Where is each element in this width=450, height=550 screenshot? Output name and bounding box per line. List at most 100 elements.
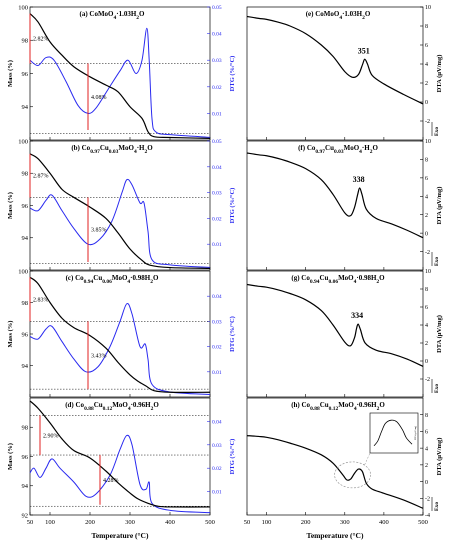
panel-frame xyxy=(29,140,211,271)
panel-title: (e) CoMoO4·1.03H2O xyxy=(306,10,371,21)
title-fragment: 4 xyxy=(127,279,130,285)
mass-loss-label: 2.82% xyxy=(33,37,49,43)
panel-title: (d) Co0.88Cu0.12MoO4·0.96H2O xyxy=(65,401,159,412)
title-fragment: MoO xyxy=(344,144,360,152)
panel-frame xyxy=(246,140,424,271)
dta-tick-label: 2 xyxy=(425,463,428,469)
x-tick-label: 200 xyxy=(301,519,311,526)
title-fragment: ·1.03H xyxy=(342,10,363,18)
title-fragment: (f) Co xyxy=(298,144,316,152)
peak-label: 334 xyxy=(351,311,363,320)
mass-curve xyxy=(29,400,211,508)
title-fragment: (a) CoMoO xyxy=(79,10,114,18)
title-fragment: (g) Co xyxy=(291,274,310,282)
exo-label: Exo xyxy=(434,127,440,136)
title-fragment: MoO xyxy=(338,401,354,409)
x-tick-label: 400 xyxy=(379,519,389,526)
title-fragment: 2 xyxy=(362,15,365,21)
dtg-tick-label: 0.01 xyxy=(212,111,222,117)
mass-loss-label: 3.85% xyxy=(91,228,107,234)
mass-axis-label: Mass (%) xyxy=(7,192,14,219)
title-fragment: 0.94 xyxy=(310,279,320,285)
panel-title: (g) Co0.94Cu0.06MoO4·0.98H2O xyxy=(291,274,385,285)
dta-tick-label: 8 xyxy=(425,24,428,30)
dtg-tick-label: 0.03 xyxy=(212,319,222,325)
x-tick-label: 500 xyxy=(205,519,215,526)
title-fragment: O xyxy=(379,401,385,409)
dta-tick-label: 4 xyxy=(425,194,428,200)
title-fragment: MoO xyxy=(338,274,354,282)
dtg-tick-label: 0.01 xyxy=(212,490,222,496)
dta-tick-label: 4 xyxy=(425,62,428,68)
dta-tick-label: 0 xyxy=(425,100,428,106)
mass-loss-label: 2.90% xyxy=(43,433,59,439)
title-fragment: 2 xyxy=(377,406,380,412)
title-fragment: (d) Co xyxy=(65,401,84,409)
dtg-tick-label: 0.02 xyxy=(212,216,222,222)
inset-frame xyxy=(369,412,419,454)
title-fragment: ·0.98H xyxy=(130,274,151,282)
zoom-connector xyxy=(364,452,371,465)
dta-tick-label: 2 xyxy=(425,81,428,87)
title-fragment: MoO xyxy=(112,401,128,409)
x-tick-label: 300 xyxy=(125,519,135,526)
dtg-tick-label: 0.05 xyxy=(212,139,222,145)
title-fragment: (e) CoMoO xyxy=(306,10,340,18)
title-fragment: O xyxy=(372,144,378,152)
dtg-tick-label: 0.01 xyxy=(212,242,222,248)
mass-tick-label: 94 xyxy=(22,363,29,370)
dta-tick-label: -4 xyxy=(425,513,430,519)
mass-tick-label: 96 xyxy=(22,331,29,338)
mass-tick-label: 94 xyxy=(22,483,29,490)
dta-tick-label: 2 xyxy=(425,341,428,347)
peak-label: 351 xyxy=(358,46,370,55)
exo-label: Exo xyxy=(434,384,440,393)
mass-tick-label: 96 xyxy=(22,454,29,461)
title-fragment: 0.12 xyxy=(103,406,113,412)
title-fragment: 0.06 xyxy=(328,279,338,285)
dta-curve xyxy=(246,283,424,367)
mass-tick-label: 92 xyxy=(22,512,29,519)
panel-title: (b) Co0.97Cu0.03MoO4·H2O xyxy=(71,144,153,155)
dtg-curve xyxy=(29,434,211,514)
mass-axis-label: Mass (%) xyxy=(7,321,14,348)
title-fragment: 2 xyxy=(376,279,379,285)
dta-tick-label: -2 xyxy=(425,119,430,125)
mass-curve xyxy=(29,13,211,139)
dtg-tick-label: 0.01 xyxy=(212,370,222,376)
dtg-tick-label: 0.02 xyxy=(212,345,222,351)
dta-tick-label: 6 xyxy=(425,43,428,49)
panel-frame xyxy=(246,397,424,516)
dta-tick-label: -2 xyxy=(425,377,430,383)
title-fragment: (b) Co xyxy=(71,144,90,152)
mass-tick-label: 100 xyxy=(18,4,28,11)
title-fragment: ·H xyxy=(362,144,370,152)
peak-label: 338 xyxy=(353,175,365,184)
title-fragment: 4 xyxy=(128,406,131,412)
mass-loss-label: 3.43% xyxy=(91,353,107,359)
title-fragment: 4 xyxy=(354,406,357,412)
panel-frame xyxy=(246,270,424,398)
dta-tick-label: -2 xyxy=(425,496,430,502)
dta-tick-label: 8 xyxy=(425,158,428,164)
mass-tick-label: 98 xyxy=(22,425,29,432)
mass-loss-label: 4.28% xyxy=(103,478,119,484)
dtg-tick-label: 0.02 xyxy=(212,466,222,472)
x-tick-label: 300 xyxy=(340,519,350,526)
title-fragment: O xyxy=(153,274,159,282)
dtg-tick-label: 0.04 xyxy=(212,419,222,425)
title-fragment: ·1.03H xyxy=(116,10,137,18)
x-tick-label: 100 xyxy=(45,519,55,526)
dtg-axis-label: DTG (%/°C) xyxy=(229,188,236,224)
dta-tick-label: 0 xyxy=(425,480,428,486)
title-fragment: Cu xyxy=(320,401,329,409)
title-fragment: 4 xyxy=(114,15,117,21)
mass-tick-label: 100 xyxy=(18,268,28,275)
title-fragment: O xyxy=(139,10,145,18)
dta-tick-label: 6 xyxy=(425,176,428,182)
title-fragment: O xyxy=(147,144,153,152)
dta-curve xyxy=(246,435,424,509)
mass-curve xyxy=(29,276,211,393)
dtg-tick-label: 0.04 xyxy=(212,294,222,300)
